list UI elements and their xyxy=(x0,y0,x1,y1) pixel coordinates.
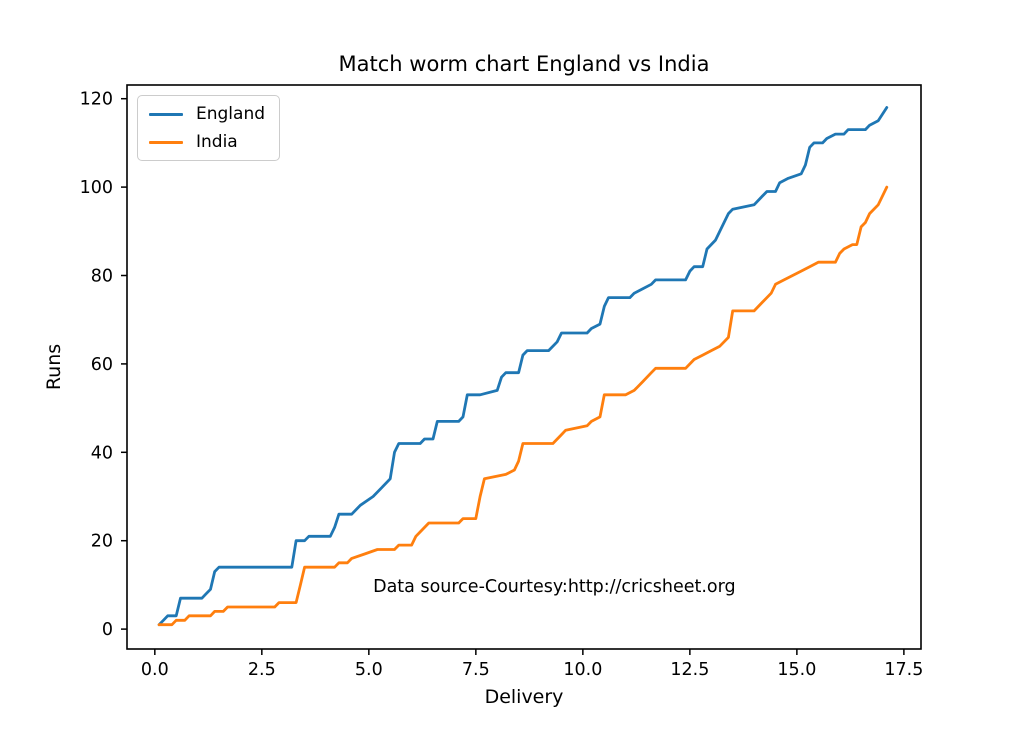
x-tick-label: 5.0 xyxy=(355,660,383,680)
y-axis-label: Runs xyxy=(43,343,65,391)
y-tick-label: 100 xyxy=(80,178,113,198)
y-tick-label: 120 xyxy=(80,90,113,110)
legend: England India xyxy=(137,95,281,162)
x-axis-label: Delivery xyxy=(484,686,564,708)
legend-entry-india: India xyxy=(149,131,265,152)
y-tick-label: 80 xyxy=(91,267,113,287)
x-tick-label: 7.5 xyxy=(462,660,490,680)
x-tick-label: 0.0 xyxy=(141,660,169,680)
legend-entry-england: England xyxy=(149,105,265,124)
england-worm-line xyxy=(157,106,889,627)
y-tick-label: 40 xyxy=(91,443,113,463)
y-tick-label: 60 xyxy=(91,355,113,375)
x-tick-label: 17.5 xyxy=(884,660,923,680)
y-tick-label: 0 xyxy=(102,620,113,640)
india-worm-line xyxy=(157,185,889,627)
axes-spines xyxy=(126,84,922,650)
x-tick-label: 2.5 xyxy=(248,660,276,680)
legend-label-india: India xyxy=(196,131,238,152)
y-tick-label: 20 xyxy=(91,532,113,552)
england-line-swatch xyxy=(149,112,183,116)
legend-label-england: England xyxy=(196,104,266,124)
india-line-swatch xyxy=(149,140,183,144)
x-tick-label: 12.5 xyxy=(670,660,709,680)
x-tick-label: 10.0 xyxy=(563,660,602,680)
data-source-annotation: Data source-Courtesy:http://cricsheet.or… xyxy=(373,576,736,597)
x-tick-label: 15.0 xyxy=(777,660,816,680)
chart-title: Match worm chart England vs India xyxy=(338,52,710,76)
